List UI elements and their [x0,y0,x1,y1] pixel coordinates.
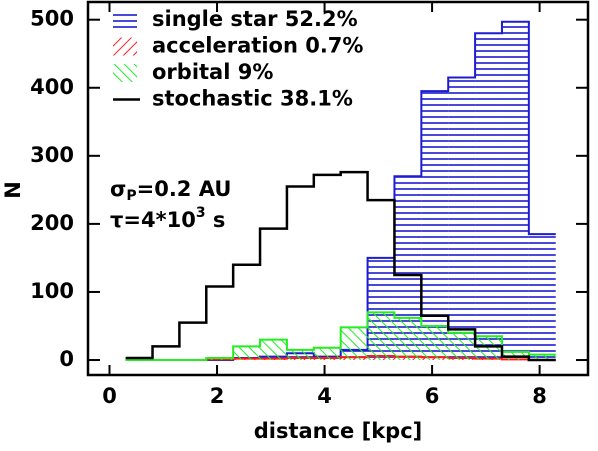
y-tick-label: 100 [30,279,74,303]
histogram-bar [179,323,206,360]
histogram-bar [286,349,314,361]
histogram-bar [260,339,287,361]
legend-swatch [113,64,137,82]
annotation-part: τ=4*10 [110,208,196,232]
histogram-bar [448,332,476,361]
x-tick-label: 0 [102,384,117,408]
histogram-bar [340,327,368,361]
y-tick-label: 200 [30,211,74,235]
histogram-bar [287,186,314,360]
histogram-bar [475,336,502,361]
annotation: σP=0.2 AU [110,177,231,204]
x-tick-label: 2 [210,384,225,408]
histogram-bar [501,21,529,361]
histogram-bar [448,77,476,361]
x-axis-label: distance [kpc] [254,419,423,443]
histogram-bar [421,91,449,361]
annotation-part: σ [110,177,126,201]
legend-label: orbital 9% [152,60,273,84]
legend-label: acceleration 0.7% [152,34,363,58]
histogram-bar [206,357,234,361]
step-outline [125,311,556,362]
y-tick-label: 400 [30,75,74,99]
frame [86,0,590,377]
annotation-part: 3 [196,205,206,221]
step-outline [125,170,556,362]
histogram-bar [528,354,556,361]
histogram-bar [421,325,449,361]
y-tick-label: 300 [30,143,74,167]
annotation-part: P [126,188,136,204]
legend-swatch [113,37,137,56]
histogram-bar [313,347,341,361]
histogram-bar [367,312,395,361]
annotation-part: s [206,208,226,232]
histogram-bar [475,33,502,361]
histogram-bar [394,317,422,361]
legend-swatch [113,11,137,29]
histogram-bar [206,287,233,361]
y-tick-label: 0 [59,347,74,371]
legend-label: stochastic 38.1% [152,87,353,111]
y-tick-label: 500 [30,7,74,31]
y-axis-label: N [1,181,25,199]
plot-area [125,20,556,362]
annotation: τ=4*103 s [110,205,225,232]
annotation-part: =0.2 AU [137,177,232,201]
x-tick-label: 6 [425,384,440,408]
histogram-bar [233,346,261,361]
histogram-bar [153,346,180,360]
histogram-bar [528,234,556,361]
x-tick-label: 8 [532,384,547,408]
histogram-bar [314,175,341,360]
legend-label: single star 52.2% [152,7,358,31]
x-tick-label: 4 [317,384,332,408]
